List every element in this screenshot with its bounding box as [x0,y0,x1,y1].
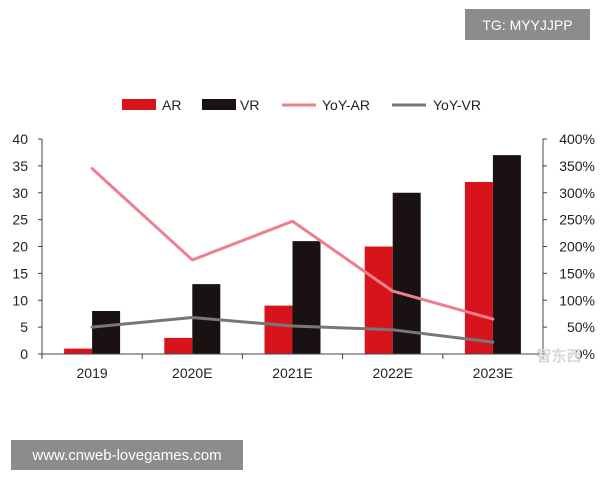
bar-ar-2020e [164,337,193,354]
tag-label-overlay: TG: MYYJJPP [465,9,590,40]
x-tick-label: 2021E [272,365,312,381]
line-yoy-vr [90,315,495,344]
y-right-tick-label: 150% [559,265,595,281]
x-tick-label: 2020E [172,365,212,381]
bar-ar-2019 [64,348,93,354]
y-left-tick-label: 20 [12,239,28,255]
x-tick-label: 2023E [473,365,513,381]
bars [64,155,521,354]
y-right-tick-label: 350% [559,158,595,174]
legend-label-yoy-ar: YoY-AR [322,97,370,113]
y-right-tick-label: 400% [559,131,595,147]
site-url-overlay: www.cnweb-lovegames.com [11,440,243,470]
axes: 05101520253035400%50%100%150%200%250%300… [12,131,595,381]
bar-ar-2023e [464,182,493,354]
y-left-tick-label: 40 [12,131,28,147]
x-tick-label: 2019 [77,365,108,381]
y-right-tick-label: 0% [575,346,595,362]
y-right-tick-label: 200% [559,239,595,255]
legend-label-yoy-vr: YoY-VR [433,97,481,113]
bar-ar-2022e [364,246,393,354]
legend-label-ar: AR [162,97,181,113]
y-right-tick-label: 250% [559,212,595,228]
y-left-tick-label: 30 [12,185,28,201]
bar-vr-2021e [292,241,321,354]
bar-vr-2023e [492,155,521,354]
lines [90,167,495,344]
bar-ar-2021e [264,305,293,354]
y-left-tick-label: 0 [20,346,28,362]
bar-vr-2022e [392,192,421,354]
legend-swatch-ar [122,99,156,110]
line-yoy-ar [90,167,495,321]
bar-vr-2019 [92,311,121,354]
legend-swatch-vr [202,99,236,110]
y-left-tick-label: 35 [12,158,28,174]
y-right-tick-label: 300% [559,185,595,201]
legend-label-vr: VR [240,97,259,113]
y-left-tick-label: 10 [12,292,28,308]
y-left-tick-label: 5 [20,319,28,335]
watermark-logo: 智东西 [536,346,582,365]
x-tick-label: 2022E [372,365,412,381]
y-left-tick-label: 15 [12,265,28,281]
y-right-tick-label: 50% [567,319,595,335]
legend: AR VR YoY-AR YoY-VR [122,97,481,113]
y-left-tick-label: 25 [12,212,28,228]
y-right-tick-label: 100% [559,292,595,308]
